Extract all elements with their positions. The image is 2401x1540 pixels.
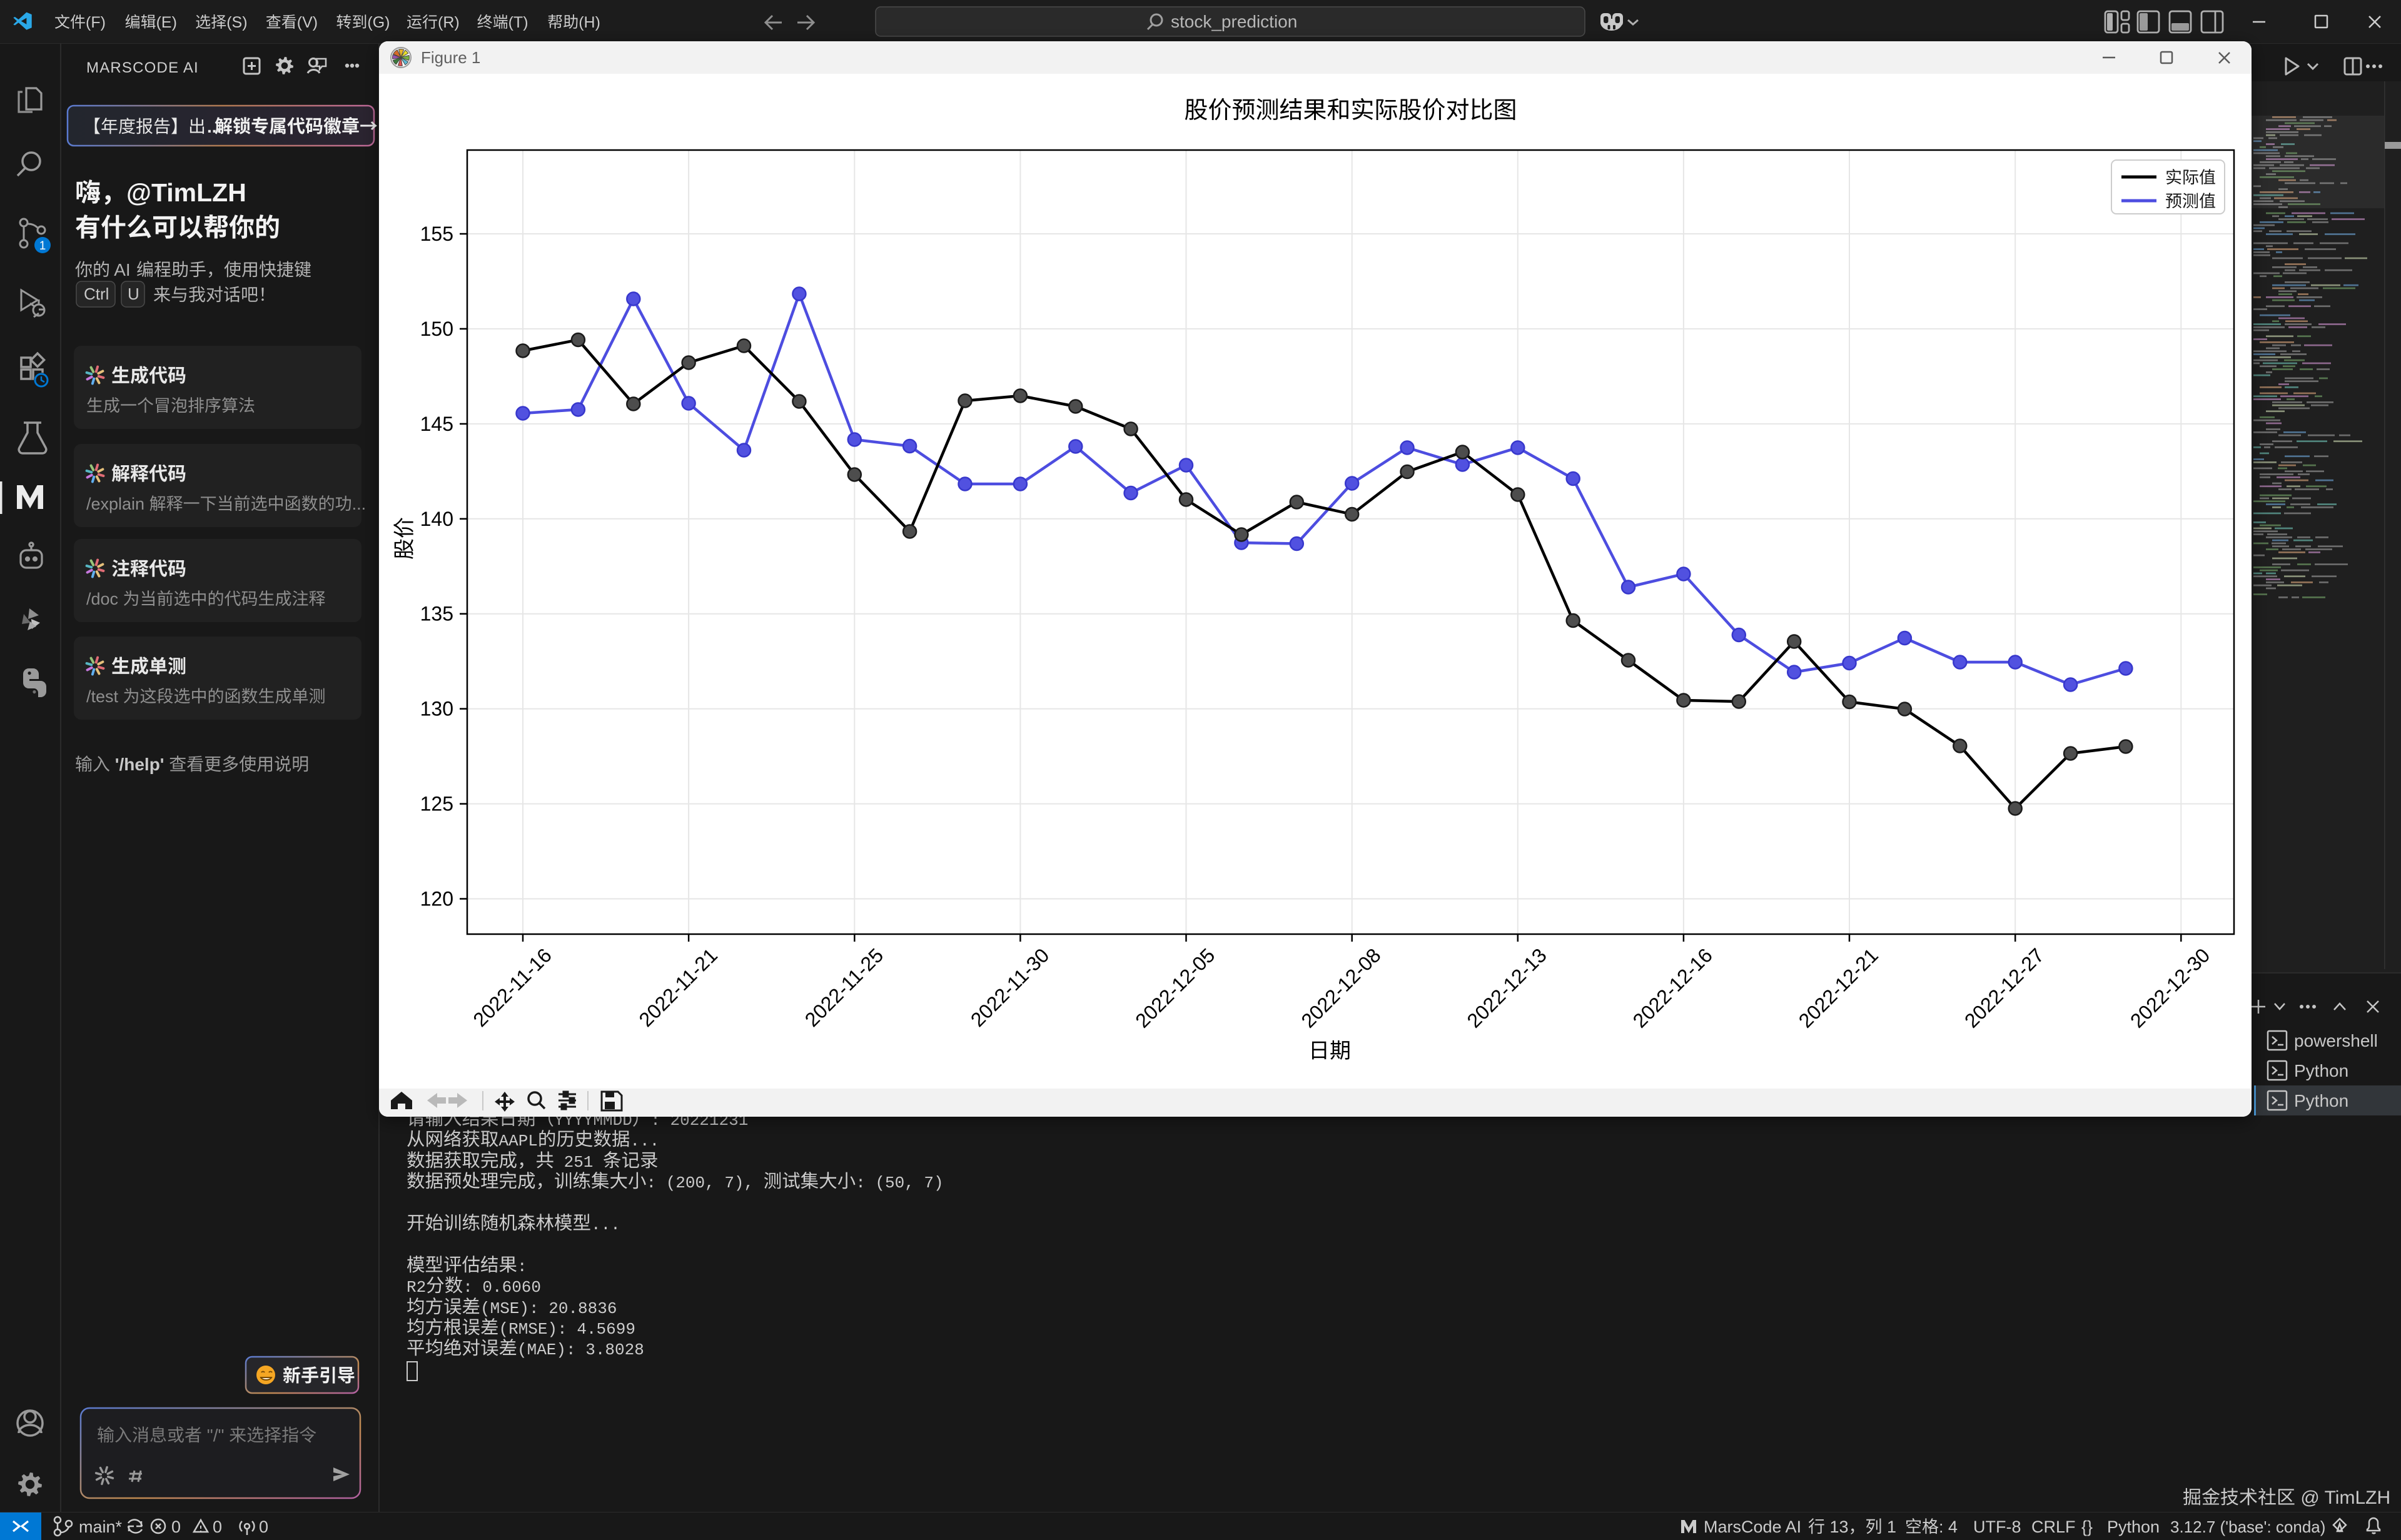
svg-text:150: 150: [420, 318, 453, 340]
svg-text:120: 120: [420, 888, 453, 910]
svg-text:MarsCode AI: MarsCode AI: [1704, 1517, 1801, 1536]
svg-text:13: 13: [1825, 1517, 1849, 1536]
svg-text:powershell: powershell: [2294, 1031, 2378, 1050]
svg-text:"/": "/": [202, 1426, 229, 1445]
svg-text:155: 155: [420, 223, 453, 245]
svg-text:MARSCODE AI: MARSCODE AI: [86, 59, 199, 76]
svg-text:3.12.7 ('base': conda): 3.12.7 ('base': conda): [2170, 1517, 2325, 1536]
svg-text:/explain: /explain: [86, 495, 149, 513]
svg-text:@TimLZH: @TimLZH: [126, 178, 246, 207]
svg-text:...: ...: [591, 1215, 620, 1234]
svg-text:0: 0: [259, 1517, 268, 1536]
svg-text:1: 1: [39, 239, 46, 253]
svg-text:(R): (R): [438, 14, 460, 31]
svg-text:135: 135: [420, 603, 453, 625]
svg-text:0: 0: [171, 1517, 181, 1536]
svg-text:: (50, 7): : (50, 7): [856, 1174, 943, 1192]
svg-text:(G): (G): [367, 14, 390, 31]
svg-text:: 0.6060: : 0.6060: [463, 1278, 541, 1297]
svg-text:(F): (F): [86, 14, 106, 31]
svg-text:CRLF: CRLF: [2031, 1517, 2076, 1536]
svg-text:/doc: /doc: [86, 590, 123, 608]
svg-text:...: ...: [352, 495, 366, 513]
svg-text:140: 140: [420, 508, 453, 530]
svg-text:'/help': '/help': [115, 755, 169, 774]
svg-text:Python: Python: [2294, 1061, 2348, 1080]
svg-text:Python: Python: [2294, 1091, 2348, 1110]
svg-text:(V): (V): [297, 14, 318, 31]
svg-text:...: ...: [207, 117, 221, 136]
svg-text:Python: Python: [2107, 1517, 2160, 1536]
svg-text:(S): (S): [226, 14, 247, 31]
svg-text:R2: R2: [407, 1278, 426, 1297]
svg-text:: 4: : 4: [1939, 1517, 1958, 1536]
svg-text:: (200, 7),: : (200, 7),: [647, 1174, 764, 1192]
svg-text:1: 1: [1883, 1517, 1897, 1536]
svg-text:...: ...: [630, 1132, 659, 1150]
svg-text:AI: AI: [110, 260, 135, 279]
svg-text:0: 0: [213, 1517, 222, 1536]
svg-text:/test: /test: [86, 687, 123, 706]
svg-text:(MAE): 3.8028: (MAE): 3.8028: [517, 1341, 644, 1359]
svg-text:Ctrl: Ctrl: [84, 284, 109, 303]
svg-text::: :: [517, 1257, 527, 1276]
svg-text:(MSE): 20.8836: (MSE): 20.8836: [480, 1299, 617, 1318]
svg-text:(T): (T): [508, 14, 528, 31]
svg-text:145: 145: [420, 413, 453, 435]
svg-text:(H): (H): [579, 14, 600, 31]
svg-text:251: 251: [554, 1153, 603, 1172]
svg-text:U: U: [128, 284, 139, 303]
svg-text:{}: {}: [2081, 1517, 2093, 1536]
svg-text:main*: main*: [79, 1517, 123, 1536]
svg-text:AAPL: AAPL: [499, 1132, 538, 1150]
svg-text:(RMSE): 4.5699: (RMSE): 4.5699: [499, 1320, 635, 1339]
svg-text:(E): (E): [156, 14, 177, 31]
svg-text:UTF-8: UTF-8: [1973, 1517, 2021, 1536]
svg-text:125: 125: [420, 793, 453, 815]
svg-text:@ TimLZH: @ TimLZH: [2295, 1487, 2390, 1508]
svg-text:130: 130: [420, 698, 453, 720]
svg-text:stock_prediction: stock_prediction: [1171, 12, 1297, 31]
svg-text:Figure 1: Figure 1: [421, 48, 480, 67]
